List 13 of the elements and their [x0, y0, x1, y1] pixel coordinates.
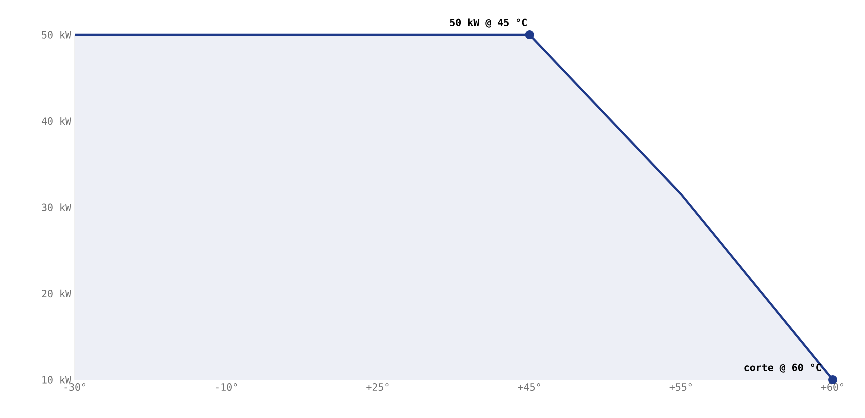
x-tick-label: +45° [518, 384, 540, 392]
x-tick-label: +25° [366, 384, 389, 392]
x-tick-label: +55° [670, 384, 692, 392]
y-tick-label: 50 kW [42, 31, 72, 39]
annotation: 50 kW @ 45 °C [450, 18, 527, 28]
x-tick-label: -10° [216, 384, 238, 392]
y-tick-label: 10 kW [42, 376, 72, 384]
y-tick-label: 20 kW [42, 290, 72, 298]
annotation: corte @ 60 °C [744, 364, 822, 373]
x-tick-label: +60° [821, 384, 844, 392]
y-tick-label: 40 kW [42, 117, 72, 126]
x-tick-label: -30° [64, 384, 86, 392]
y-tick-label: 30 kW [42, 204, 72, 212]
